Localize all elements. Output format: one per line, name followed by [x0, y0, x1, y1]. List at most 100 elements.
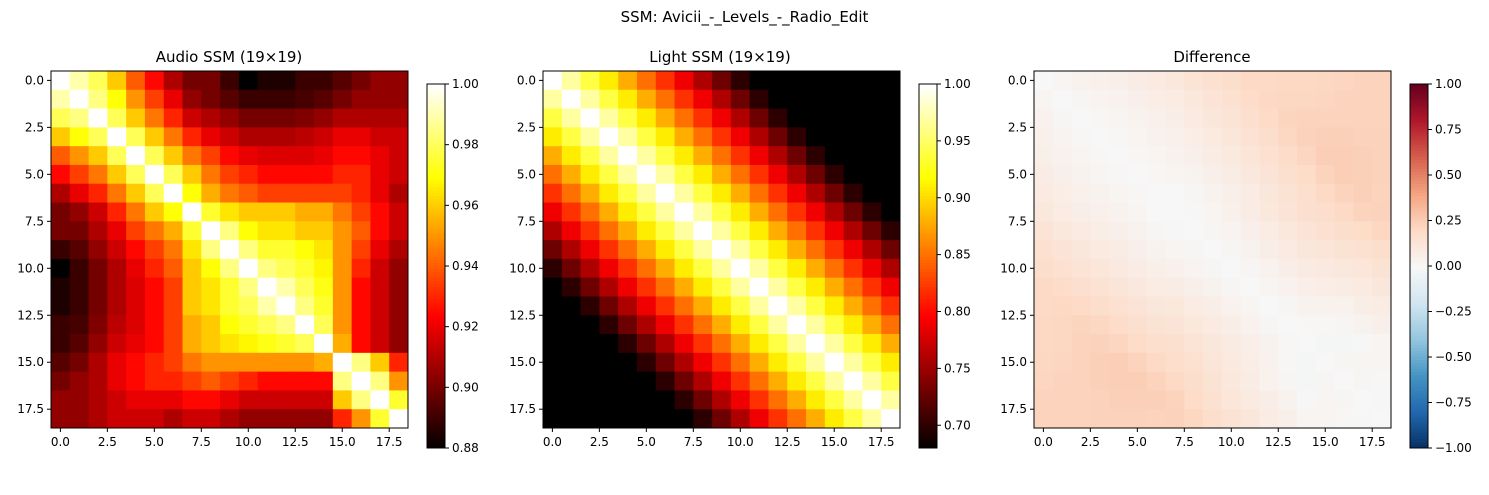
- cell-7-0: [543, 202, 563, 222]
- cell-1-4: [126, 89, 146, 109]
- cell-16-8: [1184, 371, 1204, 391]
- cell-7-0: [1034, 202, 1054, 222]
- colorbar-segment: [919, 187, 937, 191]
- cell-16-15: [1315, 371, 1336, 391]
- colorbar-segment: [1410, 411, 1428, 416]
- cell-11-12: [768, 277, 788, 297]
- cell-7-17: [1353, 202, 1373, 222]
- y-tick-label: 0.0: [25, 73, 44, 87]
- cell-11-9: [1203, 277, 1223, 297]
- cell-6-15: [332, 183, 353, 203]
- colorbar-segment: [919, 338, 937, 343]
- cell-11-1: [561, 277, 581, 297]
- cell-7-3: [107, 202, 127, 222]
- cell-13-10: [730, 315, 751, 335]
- colorbar-segment: [427, 175, 445, 179]
- cell-3-12: [768, 127, 788, 147]
- colorbar-segment: [1410, 226, 1428, 231]
- cell-13-16: [1334, 315, 1354, 335]
- cell-8-16: [843, 221, 863, 241]
- colorbar-segment: [1410, 320, 1428, 325]
- cell-14-10: [730, 334, 751, 354]
- cell-11-16: [351, 277, 371, 297]
- colorbar-segment: [427, 150, 445, 155]
- cell-18-13: [295, 409, 315, 429]
- cell-14-9: [220, 334, 240, 354]
- cell-9-14: [314, 240, 334, 260]
- cell-8-4: [618, 221, 638, 241]
- cell-6-10: [1221, 183, 1242, 203]
- cell-5-0: [543, 164, 563, 185]
- cell-14-15: [332, 334, 353, 354]
- cell-16-0: [51, 371, 71, 391]
- colorbar-segment: [427, 156, 445, 161]
- colorbar-segment: [919, 393, 937, 397]
- colorbar-segment: [1410, 96, 1428, 100]
- cell-10-18: [1372, 258, 1392, 279]
- colorbar-segment: [427, 253, 445, 258]
- cell-2-8: [1184, 108, 1204, 128]
- cell-5-15: [824, 164, 845, 185]
- y-tick-label: 12.5: [1000, 308, 1027, 322]
- cell-12-12: [276, 296, 296, 316]
- cell-8-14: [314, 221, 334, 241]
- cell-0-13: [787, 71, 807, 91]
- colorbar-segment: [919, 284, 937, 288]
- cell-12-8: [201, 296, 221, 316]
- cell-7-4: [618, 202, 638, 222]
- colorbar-segment: [919, 238, 937, 243]
- cell-6-3: [599, 183, 619, 203]
- cell-15-15: [332, 352, 353, 373]
- cell-7-14: [1297, 202, 1317, 222]
- colorbar-segment: [1410, 150, 1428, 155]
- cell-13-12: [276, 315, 296, 335]
- cell-12-17: [862, 296, 882, 316]
- colorbar-segment: [427, 402, 445, 407]
- cell-4-0: [51, 146, 71, 166]
- cell-17-11: [257, 390, 277, 410]
- cell-7-8: [201, 202, 221, 222]
- colorbar-segment: [919, 444, 937, 449]
- colorbar-segment: [427, 290, 445, 294]
- cell-6-17: [370, 183, 390, 203]
- cell-2-18: [389, 108, 409, 128]
- y-tick-label: 15.0: [17, 355, 44, 369]
- cell-3-12: [1259, 127, 1279, 147]
- cell-12-13: [295, 296, 315, 316]
- cell-16-3: [107, 371, 127, 391]
- cell-9-15: [332, 240, 353, 260]
- colorbar-segment: [427, 99, 445, 103]
- colorbar-segment: [427, 363, 445, 367]
- cell-11-18: [1372, 277, 1392, 297]
- cell-4-16: [1334, 146, 1354, 166]
- cell-4-18: [389, 146, 409, 166]
- cell-18-3: [1090, 409, 1110, 429]
- cell-6-0: [51, 183, 71, 203]
- cell-3-10: [1221, 127, 1242, 147]
- cell-0-5: [144, 71, 165, 91]
- colorbar-segment: [919, 326, 937, 331]
- cell-2-1: [561, 108, 581, 128]
- cell-9-8: [693, 240, 713, 260]
- cell-6-16: [351, 183, 371, 203]
- cell-10-7: [1165, 258, 1185, 279]
- colorbar-segment: [1410, 363, 1428, 367]
- cell-2-9: [712, 108, 732, 128]
- cell-7-6: [1146, 202, 1166, 222]
- cell-15-6: [1146, 352, 1166, 373]
- cell-0-16: [351, 71, 371, 91]
- colorbar-segment: [427, 296, 445, 300]
- colorbar-segment: [1410, 317, 1428, 322]
- cell-0-1: [1052, 71, 1072, 91]
- cell-6-18: [881, 183, 901, 203]
- cell-10-15: [1315, 258, 1336, 279]
- cell-13-15: [824, 315, 845, 335]
- colorbar-segment: [919, 317, 937, 322]
- cell-4-4: [126, 146, 146, 166]
- colorbar-segment: [919, 241, 937, 246]
- cell-0-4: [618, 71, 638, 91]
- cell-12-12: [768, 296, 788, 316]
- cell-3-18: [881, 127, 901, 147]
- colorbar-segment: [427, 293, 445, 297]
- colorbar-segment: [427, 217, 445, 221]
